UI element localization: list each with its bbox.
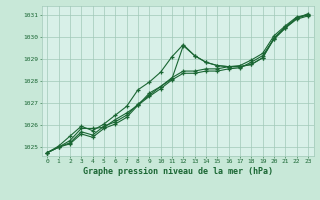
X-axis label: Graphe pression niveau de la mer (hPa): Graphe pression niveau de la mer (hPa) bbox=[83, 167, 273, 176]
